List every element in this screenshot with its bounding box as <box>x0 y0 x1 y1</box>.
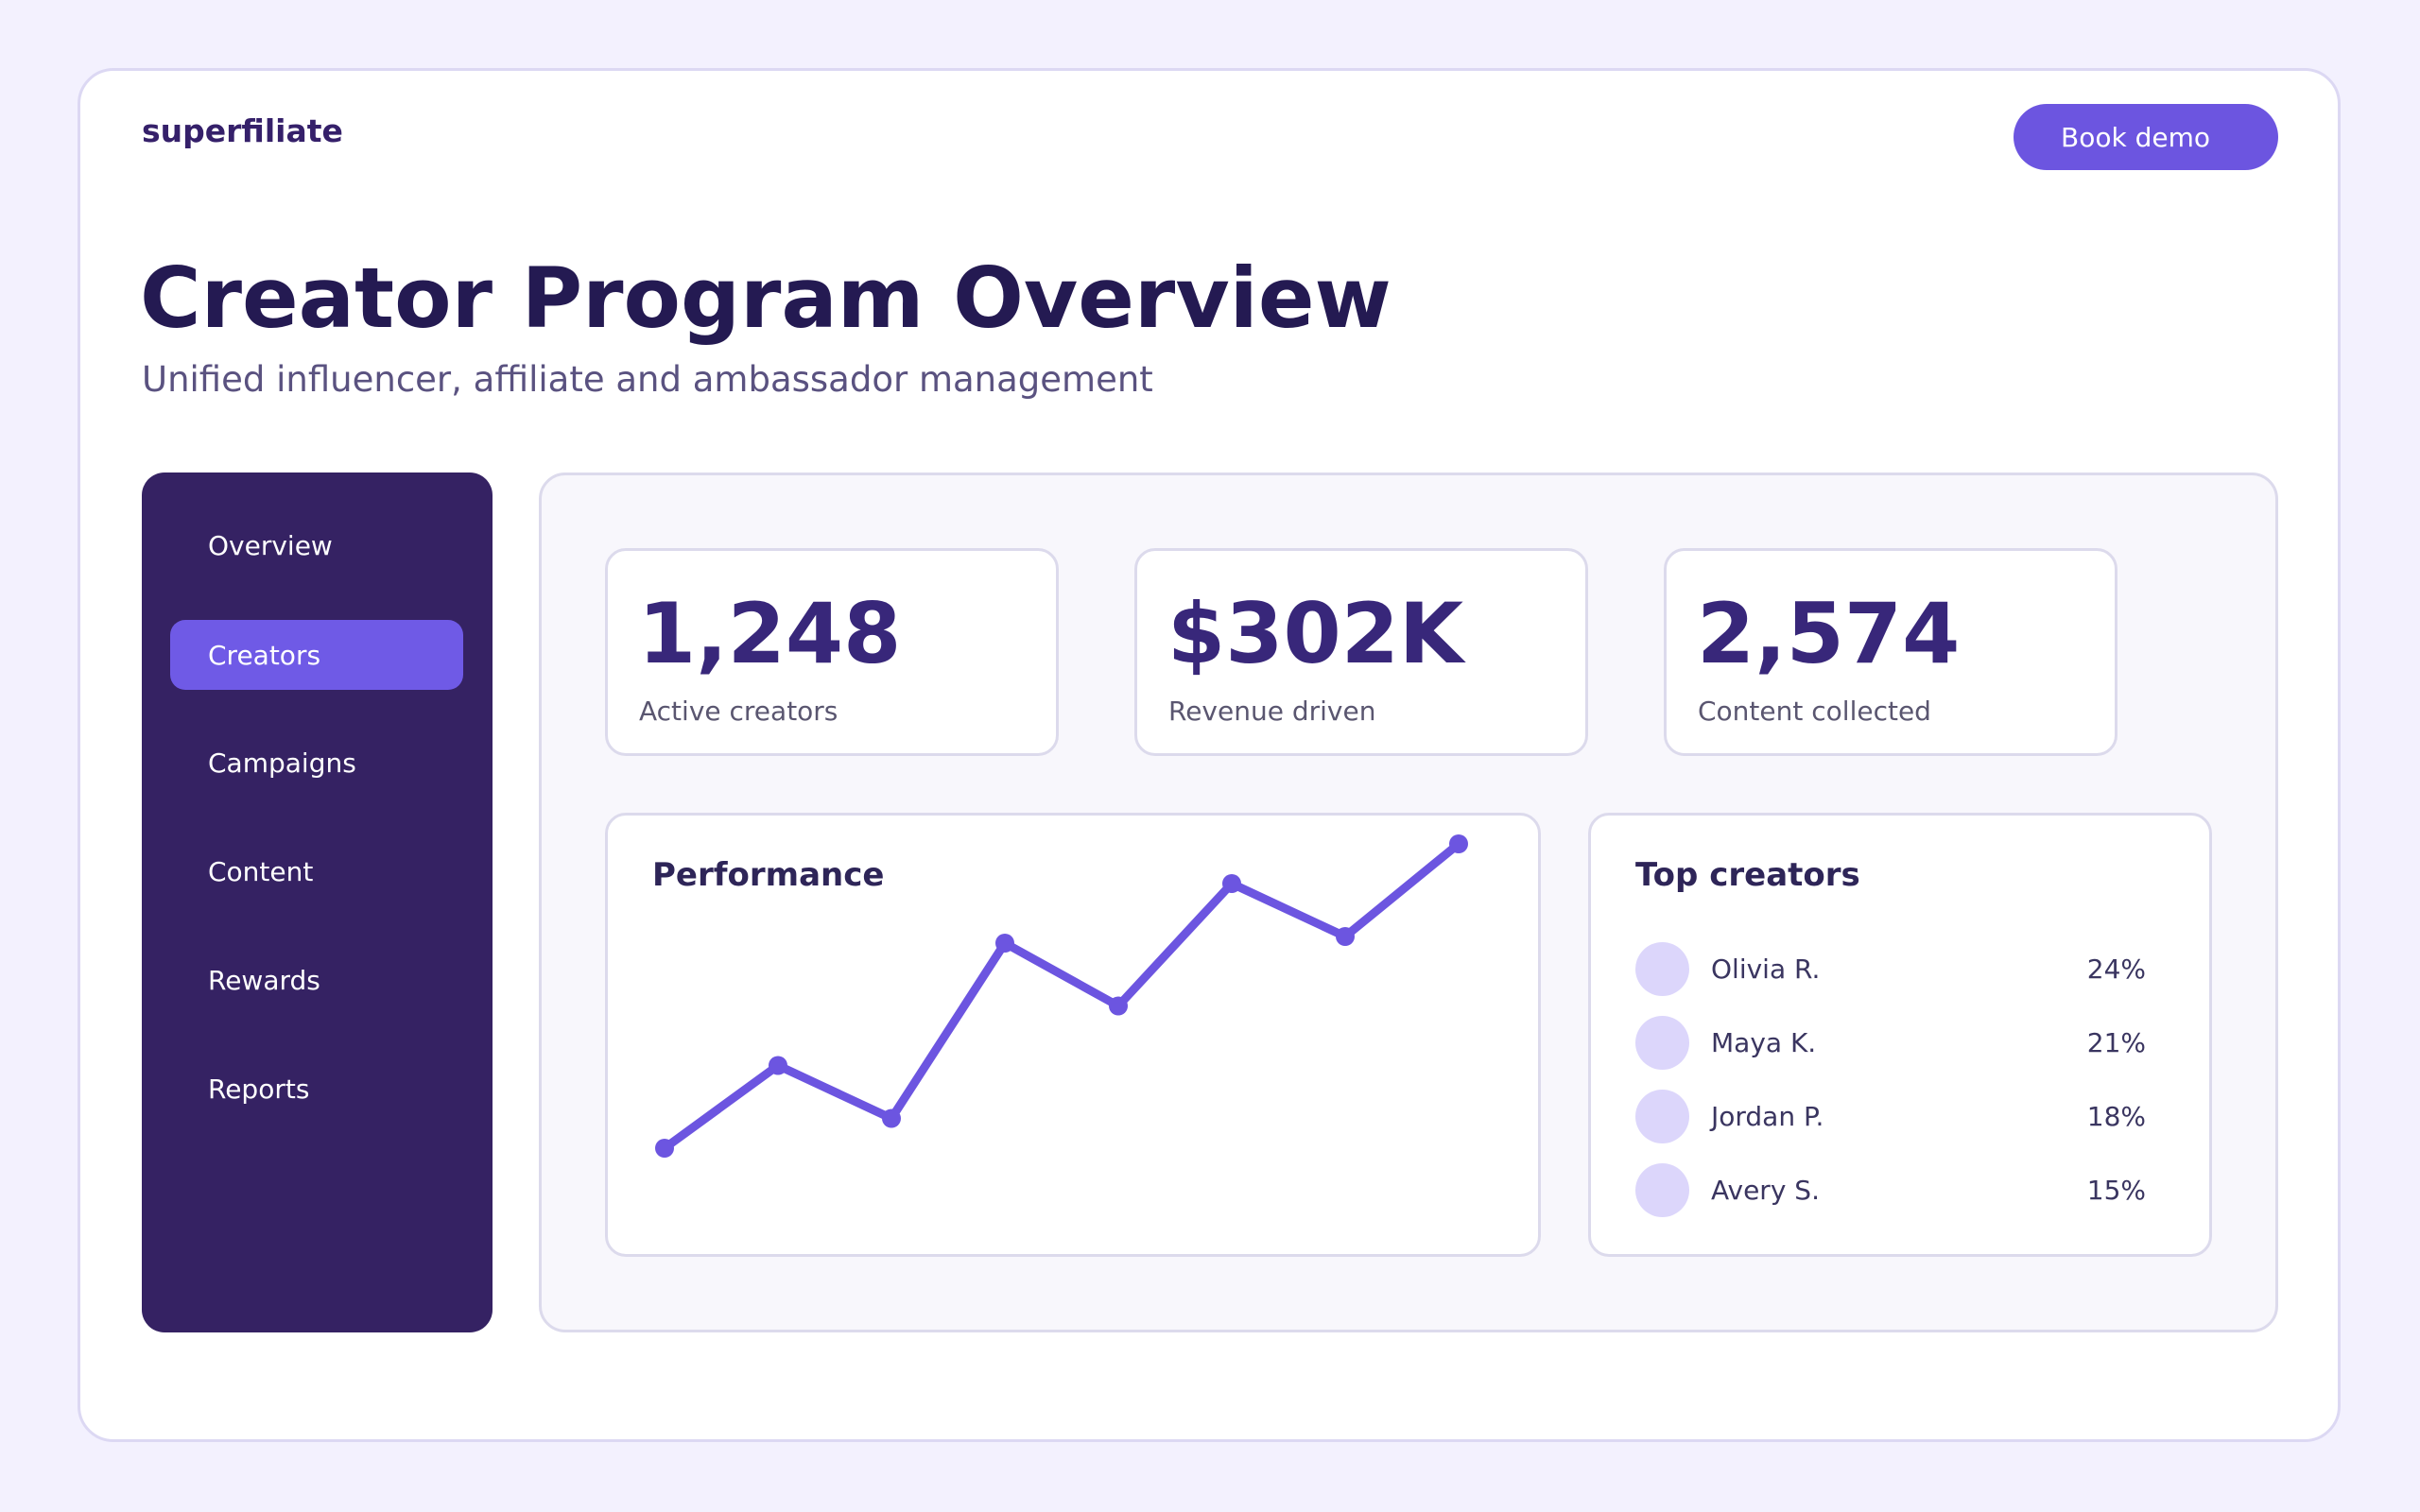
creator-share: 24% <box>2086 954 2146 985</box>
performance-line-chart <box>655 834 1468 1158</box>
sidebar-item-campaigns[interactable]: Campaigns <box>208 747 356 779</box>
creator-share: 21% <box>2086 1027 2146 1058</box>
data-point-5[interactable] <box>1222 874 1241 893</box>
list-item[interactable]: Avery S. 15% <box>1635 1163 2146 1218</box>
stat-label: Active creators <box>639 696 838 727</box>
avatar <box>1635 1090 1689 1143</box>
page-title: Creator Program Overview <box>140 249 1392 347</box>
data-point-3[interactable] <box>995 934 1014 953</box>
stat-value: 1,248 <box>638 585 902 682</box>
avatar <box>1635 1016 1689 1070</box>
sidebar-item-content[interactable]: Content <box>208 855 314 887</box>
creator-name: Olivia R. <box>1711 954 1821 985</box>
data-point-2[interactable] <box>882 1108 901 1128</box>
creator-name: Maya K. <box>1711 1027 1817 1058</box>
list-item[interactable]: Olivia R. 24% <box>1635 942 2146 997</box>
stat-card-revenue-driven: $302K Revenue driven <box>1134 548 1588 756</box>
data-point-1[interactable] <box>769 1056 787 1075</box>
stat-value: $302K <box>1167 585 1464 682</box>
creator-share: 15% <box>2086 1175 2146 1206</box>
stat-value: 2,574 <box>1697 585 1961 682</box>
data-point-0[interactable] <box>655 1139 674 1158</box>
avatar <box>1635 942 1689 996</box>
sidebar-item-rewards[interactable]: Rewards <box>208 964 320 996</box>
performance-chart-card: Performance <box>605 813 1541 1257</box>
creator-share: 18% <box>2086 1101 2146 1132</box>
list-item[interactable]: Jordan P. 18% <box>1635 1090 2146 1144</box>
sidebar-item-creators[interactable]: Creators <box>170 620 463 690</box>
top-creators-card: Top creators Olivia R. 24% Maya K. 21% J… <box>1588 813 2212 1257</box>
creator-name: Avery S. <box>1711 1175 1820 1206</box>
data-point-7[interactable] <box>1449 834 1468 853</box>
brand-logo[interactable]: superfiliate <box>142 112 343 149</box>
sidebar: Overview Creators Campaigns Content Rewa… <box>142 472 493 1332</box>
sidebar-item-reports[interactable]: Reports <box>208 1073 310 1105</box>
series-line <box>660 839 1463 1153</box>
sidebar-item-overview[interactable]: Overview <box>208 529 333 561</box>
book-demo-button[interactable]: Book demo <box>2014 104 2278 170</box>
creator-name: Jordan P. <box>1711 1101 1824 1132</box>
stat-card-active-creators: 1,248 Active creators <box>605 548 1059 756</box>
page-subtitle: Unified influencer, affiliate and ambass… <box>142 359 1153 400</box>
stat-label: Revenue driven <box>1168 696 1376 727</box>
top-creators-title: Top creators <box>1635 856 1860 894</box>
list-item[interactable]: Maya K. 21% <box>1635 1016 2146 1071</box>
avatar <box>1635 1163 1689 1217</box>
chart-title: Performance <box>652 856 885 894</box>
data-point-6[interactable] <box>1336 927 1355 946</box>
data-point-4[interactable] <box>1109 996 1128 1016</box>
stat-card-content-collected: 2,574 Content collected <box>1664 548 2118 756</box>
stat-label: Content collected <box>1698 696 1931 727</box>
